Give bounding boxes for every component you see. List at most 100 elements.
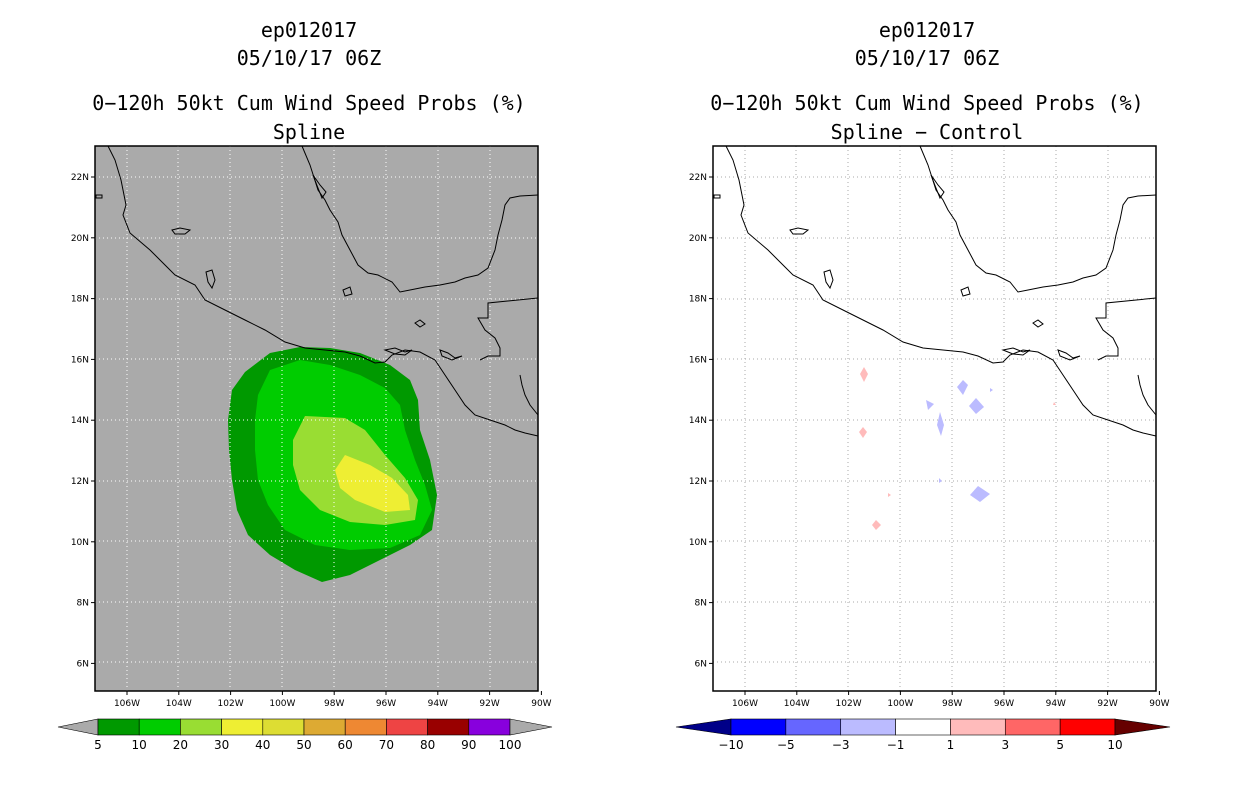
lon-tick-label: 98W <box>324 699 344 709</box>
lat-tick-label: 12N <box>71 477 89 487</box>
map-frame <box>712 145 1157 692</box>
right-panel: ep012017 05/10/17 06Z 0−120h 50kt Cum Wi… <box>618 0 1236 800</box>
colorbar-box <box>840 718 896 736</box>
map-background <box>713 146 1156 691</box>
lon-tick-label: 92W <box>479 699 499 709</box>
colorbar-box <box>785 718 842 736</box>
negative-patch <box>970 486 990 502</box>
colorbar-label: 5 <box>94 738 102 752</box>
lat-tick-label: 20N <box>689 234 707 244</box>
colorbar-box <box>427 718 470 736</box>
colorbar-box <box>97 718 140 736</box>
lon-tick-label: 96W <box>994 699 1014 709</box>
lon-tick-label: 90W <box>531 699 551 709</box>
lon-tick-label: 94W <box>1046 699 1066 709</box>
colorbar-box <box>221 718 264 736</box>
colorbar-box <box>730 718 787 736</box>
colorbar-label: 20 <box>173 738 188 752</box>
lon-tick-label: 106W <box>732 699 758 709</box>
colorbar-label: 90 <box>461 738 476 752</box>
product-title: 0−120h 50kt Cum Wind Speed Probs (%) <box>92 91 526 115</box>
contour-30pct <box>335 455 410 512</box>
difference-colorbar: −10 −5 −3 −1 1 3 5 10 <box>675 718 1171 752</box>
colorbar-label: −3 <box>832 738 850 752</box>
lon-tick-label: 104W <box>166 699 192 709</box>
coastline <box>713 145 1157 437</box>
colorbar-box <box>138 718 181 736</box>
colorbar-box <box>1059 718 1116 736</box>
lat-tick-label: 6N <box>695 659 707 669</box>
colorbar-high-end <box>1114 718 1171 736</box>
axis-tick-labels: 106W 104W 102W 100W 98W 96W 94W 92W 90W 22N 20N 18N… <box>71 173 552 709</box>
colorbar-label: 10 <box>132 738 147 752</box>
lon-tick-label: 102W <box>836 699 862 709</box>
negative-patch <box>939 478 942 483</box>
colorbar-low-end <box>57 718 99 736</box>
lon-tick-label: 100W <box>269 699 295 709</box>
colorbar-box <box>303 718 346 736</box>
lon-tick-label: 106W <box>114 699 140 709</box>
lon-tick-label: 98W <box>942 699 962 709</box>
difference-map: 106W 104W 102W 100W 98W 96W 94W 92W 90W 22N 20N 18N… <box>675 145 1171 752</box>
colorbar-label: 10 <box>1107 738 1122 752</box>
lat-tick-label: 16N <box>71 355 89 365</box>
lat-tick-label: 22N <box>689 173 707 183</box>
colorbar-label: 30 <box>214 738 229 752</box>
method-title: Spline <box>272 120 346 144</box>
lat-tick-label: 8N <box>77 599 89 609</box>
positive-patch <box>888 493 891 497</box>
lat-lon-gridlines <box>95 146 538 691</box>
colorbar-box <box>386 718 428 736</box>
political-boundary <box>477 297 539 361</box>
lat-lon-gridlines <box>713 146 1156 691</box>
colorbar-label: −1 <box>887 738 905 752</box>
left-panel: ep012017 05/10/17 06Z 0−120h 50kt Cum Wi… <box>57 18 553 752</box>
colorbar-box <box>950 718 1006 736</box>
colorbar-box <box>262 718 305 736</box>
storm-id-title: ep012017 <box>878 18 976 42</box>
colorbar-label: 50 <box>296 738 311 752</box>
colorbar-label: 60 <box>338 738 353 752</box>
lat-tick-label: 10N <box>71 538 89 548</box>
lat-tick-label: 14N <box>689 416 707 426</box>
lon-tick-label: 102W <box>218 699 244 709</box>
colorbar-label: 80 <box>420 738 435 752</box>
colorbar-label: 5 <box>1056 738 1064 752</box>
colorbar-box <box>895 718 951 736</box>
negative-patch <box>969 398 984 414</box>
negative-patch <box>926 400 934 410</box>
political-boundary <box>1095 297 1157 361</box>
lat-tick-label: 18N <box>689 295 707 305</box>
lon-tick-label: 96W <box>376 699 396 709</box>
storm-id-title: ep012017 <box>260 18 358 42</box>
lat-tick-label: 12N <box>689 477 707 487</box>
lat-tick-label: 6N <box>77 659 89 669</box>
lon-tick-label: 100W <box>887 699 913 709</box>
lat-tick-label: 10N <box>689 538 707 548</box>
colorbar-label: 100 <box>499 738 522 752</box>
datetime-title: 05/10/17 06Z <box>236 46 382 70</box>
lon-tick-label: 90W <box>1149 699 1169 709</box>
datetime-title: 05/10/17 06Z <box>854 46 1000 70</box>
colorbar-low-end <box>675 718 732 736</box>
product-title: 0−120h 50kt Cum Wind Speed Probs (%) <box>710 91 1144 115</box>
map-frame <box>94 145 539 692</box>
positive-patch <box>1053 402 1056 405</box>
colorbar-box <box>180 718 222 736</box>
lon-tick-label: 104W <box>784 699 810 709</box>
difference-patches <box>859 367 1056 530</box>
negative-patch <box>937 412 944 436</box>
lon-tick-label: 94W <box>428 699 448 709</box>
colorbar-label: 70 <box>379 738 394 752</box>
lon-tick-label: 92W <box>1097 699 1117 709</box>
colorbar-box <box>1004 718 1061 736</box>
negative-patch <box>990 388 993 392</box>
spline-map: 106W 104W 102W 100W 98W 96W 94W 92W 90W 22N 20N 18N… <box>57 145 553 752</box>
colorbar-label: 3 <box>1001 738 1009 752</box>
axis-tick-labels: 106W 104W 102W 100W 98W 96W 94W 92W 90W 22N 20N 18N… <box>689 173 1170 709</box>
negative-patch <box>957 380 968 395</box>
positive-patch <box>859 427 867 438</box>
colorbar-box <box>468 718 511 736</box>
coastline <box>95 145 539 437</box>
colorbar-label: 40 <box>255 738 270 752</box>
